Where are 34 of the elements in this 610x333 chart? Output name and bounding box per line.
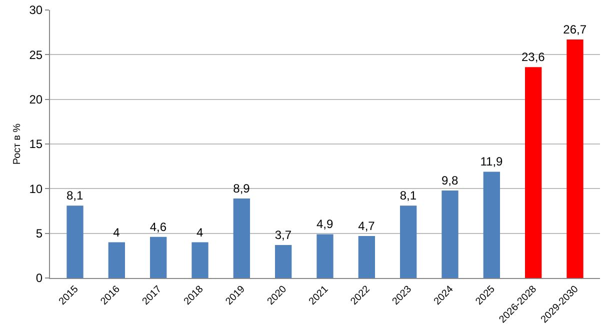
bar	[192, 242, 208, 278]
bar	[66, 206, 84, 278]
data-label: 11,9	[480, 154, 504, 169]
y-tick-label: 10	[29, 182, 43, 196]
y-tick-label: 20	[29, 92, 43, 107]
data-label: 4	[196, 225, 204, 240]
data-label: 4,9	[316, 217, 334, 232]
y-tick-label: 0	[36, 271, 43, 286]
bar	[358, 236, 375, 278]
bar	[150, 236, 167, 278]
bar	[275, 244, 292, 278]
data-label: 9,8	[441, 173, 459, 188]
data-label: 8,9	[233, 181, 250, 196]
data-label: 4	[113, 225, 120, 240]
bar	[316, 234, 334, 278]
data-label: 8,1	[400, 188, 417, 203]
y-tick-label: 30	[29, 3, 43, 18]
bar	[442, 190, 458, 278]
bar	[525, 67, 542, 278]
data-label: 26,7	[563, 22, 587, 36]
bar	[400, 206, 417, 278]
bar	[483, 172, 500, 278]
data-label: 23,6	[521, 50, 546, 64]
data-label: 4,6	[150, 220, 167, 234]
y-axis-title: Рост в %	[12, 123, 23, 165]
bar	[108, 242, 125, 278]
data-label: 8,1	[66, 188, 84, 203]
data-label: 3,7	[274, 228, 292, 242]
bar	[233, 198, 250, 278]
y-tick-label: 15	[29, 137, 43, 152]
y-tick-label: 25	[29, 48, 43, 62]
y-tick-label: 5	[36, 226, 43, 241]
bar	[566, 39, 584, 278]
data-label: 4,7	[358, 219, 376, 234]
